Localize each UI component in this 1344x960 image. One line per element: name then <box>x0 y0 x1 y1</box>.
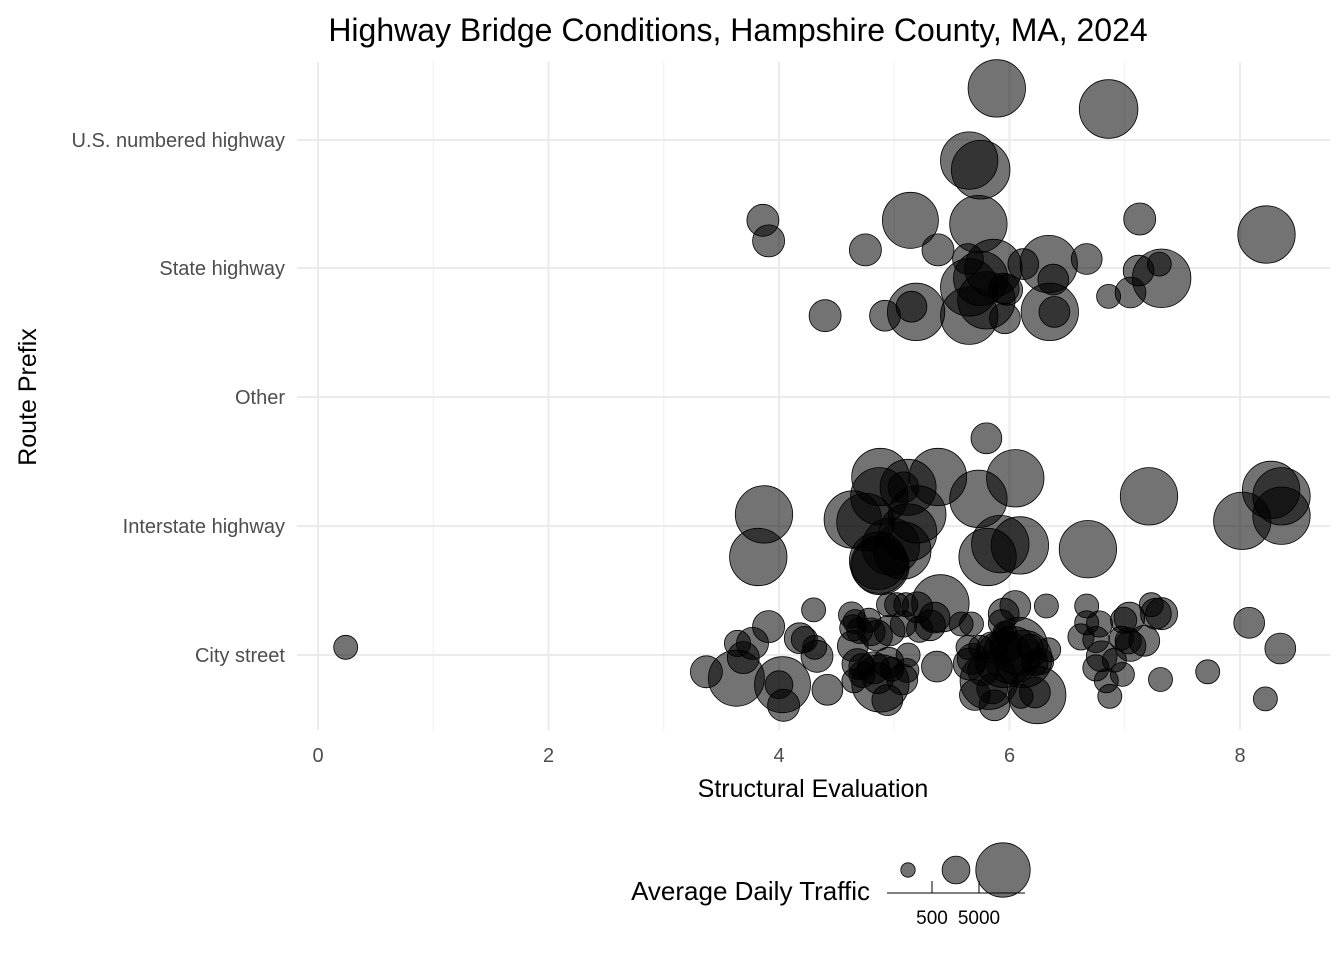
data-point <box>958 527 1017 587</box>
data-point <box>999 590 1032 622</box>
data-point <box>1078 79 1139 139</box>
data-point <box>978 689 1011 722</box>
data-point <box>921 233 955 267</box>
data-point <box>940 286 999 345</box>
data-point <box>1264 632 1297 665</box>
y-axis-ticks: City street Interstate highway Other State … <box>72 130 286 667</box>
data-point <box>1148 667 1173 692</box>
data-point <box>800 639 834 673</box>
data-point <box>1008 665 1067 725</box>
y-tick-label: U.S. numbered highway <box>72 130 285 152</box>
data-point <box>851 536 910 596</box>
data-point <box>882 191 939 249</box>
y-tick-label: Interstate highway <box>123 516 285 538</box>
y-tick-label: Other <box>235 387 285 409</box>
data-point <box>333 634 359 660</box>
data-point <box>752 610 785 643</box>
data-point <box>869 299 901 332</box>
data-point <box>1123 202 1157 236</box>
data-point <box>1128 624 1161 657</box>
y-axis-title: Route Prefix <box>14 328 42 466</box>
data-point <box>951 139 1011 200</box>
legend-title: Average Daily Traffic <box>631 876 870 906</box>
legend-key-label: 5000 <box>958 908 1000 929</box>
x-tick-label: 8 <box>1234 745 1245 767</box>
x-tick-label: 0 <box>312 745 323 767</box>
x-tick-label: 2 <box>543 745 554 767</box>
data-point <box>752 224 785 258</box>
y-tick-label: City street <box>195 645 285 667</box>
data-point <box>767 688 800 722</box>
data-point <box>1038 296 1071 328</box>
legend-key-circle <box>900 862 916 878</box>
x-tick-label: 6 <box>1004 745 1015 767</box>
x-axis-title: Structural Evaluation <box>698 775 929 803</box>
data-point <box>967 59 1026 118</box>
data-point <box>1213 491 1272 550</box>
data-point <box>1195 659 1221 685</box>
data-point <box>1034 593 1059 619</box>
x-axis-ticks: 0 2 4 6 8 <box>312 745 1245 767</box>
data-point <box>1058 520 1118 579</box>
data-point <box>959 611 984 637</box>
legend-key-circle <box>941 855 971 885</box>
data-point <box>849 233 882 267</box>
data-point <box>1110 662 1135 687</box>
data-point <box>989 302 1021 335</box>
data-point <box>1119 467 1179 526</box>
data-point <box>1096 283 1121 309</box>
chart-title: Highway Bridge Conditions, Hampshire Cou… <box>328 12 1147 48</box>
legend-key-label: 500 <box>916 908 948 929</box>
data-point <box>811 673 844 706</box>
data-point <box>921 650 953 683</box>
legend-keys: 500 5000 <box>887 842 1031 929</box>
y-tick-label: State highway <box>159 258 285 280</box>
data-point <box>1036 637 1062 663</box>
data-point <box>970 422 1003 455</box>
data-point <box>1097 683 1123 709</box>
data-point <box>801 597 826 623</box>
legend-key-circle <box>975 842 1031 898</box>
data-point <box>729 527 788 587</box>
data-point <box>1237 205 1296 264</box>
x-tick-label: 4 <box>773 745 784 767</box>
size-legend: Average Daily Traffic 500 5000 <box>631 842 1031 929</box>
data-points <box>333 59 1311 725</box>
data-point <box>1233 606 1265 639</box>
data-point <box>1253 686 1278 712</box>
data-point <box>808 299 842 333</box>
data-point <box>1145 597 1178 631</box>
data-point <box>894 658 920 683</box>
